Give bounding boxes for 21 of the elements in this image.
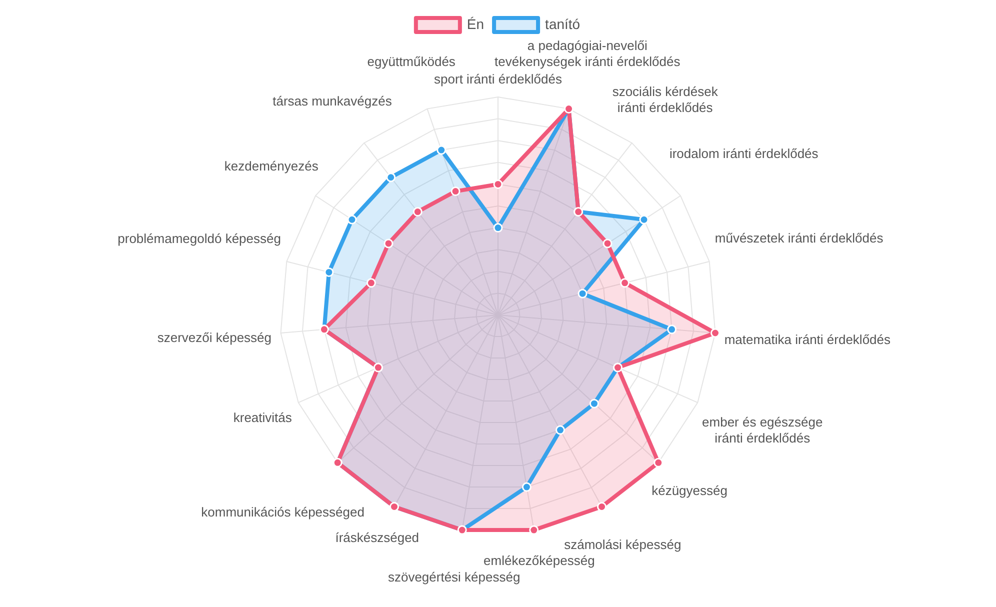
spoke-label: kézügyesség: [652, 482, 728, 498]
spoke-label: emlékezőképesség: [484, 553, 595, 568]
spoke-label: sport iránti érdeklődés: [434, 72, 562, 87]
spoke-label: kezdeményezés: [224, 158, 319, 174]
legend-label: Én: [466, 16, 484, 32]
legend-label: tanító: [545, 16, 580, 32]
spoke-label: szociális kérdések iránti érdeklődés: [612, 84, 718, 115]
spoke-label: szövegértési képesség: [388, 570, 520, 585]
spoke-label: társas munkavégzés: [272, 94, 392, 109]
spoke-label: irodalom iránti érdeklődés: [669, 146, 819, 161]
spoke-label: problémamegoldó képesség: [118, 230, 281, 246]
spoke-label: a pedagógiai-nevelői tevékenységek iránti érdeklődés: [494, 38, 681, 70]
spoke-label: együttműködés: [367, 54, 456, 70]
spoke-label: matematika iránti érdeklődés: [724, 332, 891, 348]
spoke-label: kommunikációs képességed: [201, 504, 364, 520]
spoke-label: ember és egészsége iránti érdeklődés: [702, 414, 823, 446]
spoke-label: szervezői képesség: [157, 330, 272, 346]
spoke-label: művészetek iránti érdeklődés: [714, 230, 884, 246]
spoke-label: kreativitás: [233, 410, 292, 425]
spoke-label: számolási képesség: [564, 536, 682, 552]
spoke-label: íráskészséged: [335, 530, 420, 545]
